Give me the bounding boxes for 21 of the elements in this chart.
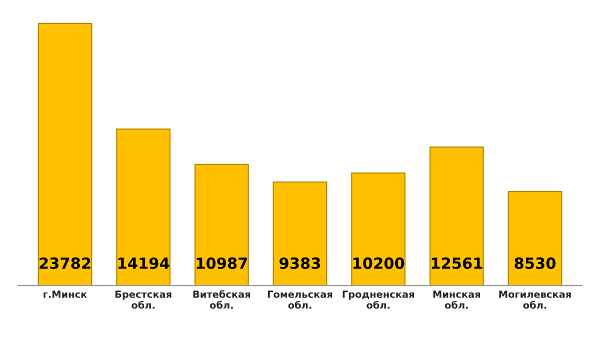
data-label: 8530: [514, 257, 556, 269]
bar: [351, 172, 406, 286]
data-label: 23782: [40, 257, 90, 269]
bar: [194, 164, 249, 286]
bar: [508, 190, 562, 286]
x-tick-label: Гомельская обл.: [268, 290, 332, 309]
data-label: 9383: [280, 257, 320, 269]
data-label: 10200: [353, 257, 404, 269]
bar: [38, 22, 92, 286]
x-tick-label: г.Минск: [44, 290, 88, 298]
bar: [116, 128, 171, 286]
x-tick-label: Гродненская обл.: [342, 290, 414, 309]
x-tick-label: Брестская обл.: [115, 290, 172, 309]
x-tick-label: Витебская обл.: [193, 290, 250, 309]
x-tick-label: Минская обл.: [433, 290, 480, 309]
data-label: 14194: [118, 257, 170, 269]
x-tick-label: Могилевская обл.: [499, 290, 571, 309]
bar: [272, 182, 328, 286]
data-label: 12561: [432, 257, 482, 269]
bar: [429, 146, 484, 286]
data-label: 10987: [196, 257, 248, 269]
